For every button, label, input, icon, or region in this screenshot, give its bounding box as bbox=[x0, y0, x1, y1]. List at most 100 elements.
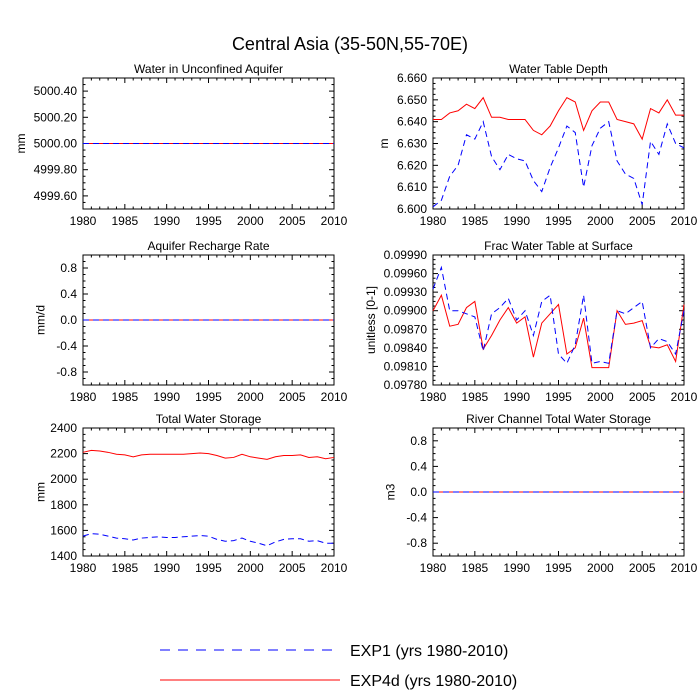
series-line-exp4d bbox=[433, 96, 684, 141]
x-tick-label: 1995 bbox=[545, 390, 572, 404]
y-tick-label: 0.4 bbox=[410, 459, 427, 473]
chart-panel-4: Frac Water Table at Surface 1980 1985 1990 1… bbox=[364, 239, 698, 404]
x-tick-label: 2005 bbox=[629, 214, 656, 228]
y-tick-label: 6.660 bbox=[397, 71, 427, 85]
chart-panel-5: Total Water Storage 1980 1985 1990 1995 2000 2… bbox=[34, 412, 348, 575]
y-tick-label: 0.09780 bbox=[384, 378, 428, 392]
y-tick-label: 4999.80 bbox=[34, 163, 78, 177]
x-tick-label: 1995 bbox=[545, 214, 572, 228]
x-tick-label: 2010 bbox=[321, 390, 348, 404]
series-line-exp1 bbox=[432, 265, 685, 365]
y-tick-label: 5000.40 bbox=[34, 84, 78, 98]
plot-frame bbox=[432, 77, 685, 210]
y-tick-label: 0.0 bbox=[410, 485, 427, 499]
figure-title: Central Asia (35-50N,55-70E) bbox=[232, 34, 468, 54]
panels: Water in Unconfined Aquifer 1980 1985 1990 1… bbox=[14, 62, 698, 575]
y-tick-label: 6.610 bbox=[397, 180, 427, 194]
x-tick-label: 2005 bbox=[279, 214, 306, 228]
y-tick-label: 1400 bbox=[50, 549, 77, 563]
x-tick-label: 2010 bbox=[671, 390, 698, 404]
x-tick-label: 1985 bbox=[461, 390, 488, 404]
y-axis-label: m3 bbox=[384, 483, 398, 500]
x-tick-label: 1980 bbox=[70, 214, 97, 228]
x-tick-label: 2000 bbox=[237, 214, 264, 228]
x-tick-label: 1980 bbox=[420, 214, 447, 228]
x-tick-label: 1990 bbox=[503, 561, 530, 575]
y-tick-label: 0.09840 bbox=[384, 341, 428, 355]
x-tick-label: 2000 bbox=[587, 561, 614, 575]
y-tick-label: 0.09900 bbox=[384, 304, 428, 318]
x-tick-label: 1995 bbox=[195, 214, 222, 228]
x-tick-label: 1995 bbox=[195, 561, 222, 575]
y-tick-label: 6.620 bbox=[397, 158, 427, 172]
panel-title: Water Table Depth bbox=[509, 62, 608, 76]
y-tick-label: 0.09930 bbox=[384, 285, 428, 299]
x-tick-label: 2010 bbox=[321, 561, 348, 575]
y-tick-label: 0.8 bbox=[410, 434, 427, 448]
panel-title: River Channel Total Water Storage bbox=[466, 412, 651, 426]
x-tick-label: 1985 bbox=[111, 561, 138, 575]
y-tick-label: 1800 bbox=[50, 498, 77, 512]
x-tick-label: 1995 bbox=[195, 390, 222, 404]
y-tick-label: 0.09810 bbox=[384, 359, 428, 373]
x-tick-label: 1985 bbox=[461, 561, 488, 575]
y-tick-label: 0.09960 bbox=[384, 267, 428, 281]
x-tick-label: 1985 bbox=[461, 214, 488, 228]
x-tick-label: 2005 bbox=[629, 561, 656, 575]
y-tick-label: 4999.60 bbox=[34, 189, 78, 203]
x-tick-label: 1980 bbox=[70, 561, 97, 575]
chart-panel-2: Water Table Depth 1980 1985 1990 1995 2000 200… bbox=[377, 62, 698, 228]
y-tick-label: 6.630 bbox=[397, 137, 427, 151]
x-tick-label: 1985 bbox=[111, 214, 138, 228]
y-tick-label: 6.640 bbox=[397, 115, 427, 129]
y-axis-label: unitless [0-1] bbox=[364, 286, 378, 354]
y-axis-label: mm/d bbox=[34, 305, 48, 335]
y-tick-label: 0.0 bbox=[60, 313, 77, 327]
chart-panel-3: Aquifer Recharge Rate 1980 1985 1990 1995 200… bbox=[34, 239, 348, 404]
chart-panel-6: River Channel Total Water Storage 1980 198… bbox=[384, 412, 698, 575]
x-tick-label: 1980 bbox=[420, 390, 447, 404]
panel-title: Frac Water Table at Surface bbox=[484, 239, 633, 253]
y-tick-label: 0.09990 bbox=[384, 248, 428, 262]
x-tick-label: 1990 bbox=[153, 561, 180, 575]
y-tick-label: 6.650 bbox=[397, 93, 427, 107]
x-tick-label: 2000 bbox=[587, 390, 614, 404]
legend-label-exp1: EXP1 (yrs 1980-2010) bbox=[350, 643, 508, 660]
panel-title: Total Water Storage bbox=[156, 412, 262, 426]
chart-panel-1: Water in Unconfined Aquifer 1980 1985 1990 1… bbox=[14, 62, 348, 228]
y-tick-label: 0.4 bbox=[60, 287, 77, 301]
y-tick-label: -0.8 bbox=[406, 536, 427, 550]
y-tick-label: 0.09870 bbox=[384, 322, 428, 336]
series-line-exp4d bbox=[432, 293, 685, 369]
x-tick-label: 2000 bbox=[237, 561, 264, 575]
x-tick-label: 1980 bbox=[420, 561, 447, 575]
series-line-exp1 bbox=[82, 533, 334, 547]
x-tick-label: 2000 bbox=[237, 390, 264, 404]
x-tick-label: 1990 bbox=[503, 214, 530, 228]
x-tick-label: 2010 bbox=[321, 214, 348, 228]
y-tick-label: 0.8 bbox=[60, 261, 77, 275]
x-tick-label: 1980 bbox=[70, 390, 97, 404]
y-tick-label: 2000 bbox=[50, 472, 77, 486]
y-tick-label: 6.600 bbox=[397, 202, 427, 216]
y-axis-label: m bbox=[377, 139, 391, 149]
legend-label-exp4d: EXP4d (yrs 1980-2010) bbox=[350, 673, 517, 690]
x-tick-label: 1990 bbox=[153, 390, 180, 404]
y-tick-label: 2200 bbox=[50, 447, 77, 461]
y-tick-label: -0.4 bbox=[56, 339, 77, 353]
y-tick-label: 5000.20 bbox=[34, 110, 78, 124]
series-line-exp1 bbox=[432, 120, 685, 208]
y-tick-label: 2400 bbox=[50, 421, 77, 435]
plot-frame bbox=[82, 427, 335, 557]
x-tick-label: 2010 bbox=[671, 214, 698, 228]
x-tick-label: 1995 bbox=[545, 561, 572, 575]
y-axis-label: mm bbox=[34, 482, 48, 502]
plot-frame bbox=[432, 254, 685, 386]
x-tick-label: 1990 bbox=[153, 214, 180, 228]
panel-title: Aquifer Recharge Rate bbox=[147, 239, 269, 253]
x-tick-label: 2000 bbox=[587, 214, 614, 228]
legend: EXP1 (yrs 1980-2010) EXP4d (yrs 1980-201… bbox=[160, 643, 517, 690]
x-tick-label: 1990 bbox=[503, 390, 530, 404]
y-tick-label: 5000.00 bbox=[34, 137, 78, 151]
